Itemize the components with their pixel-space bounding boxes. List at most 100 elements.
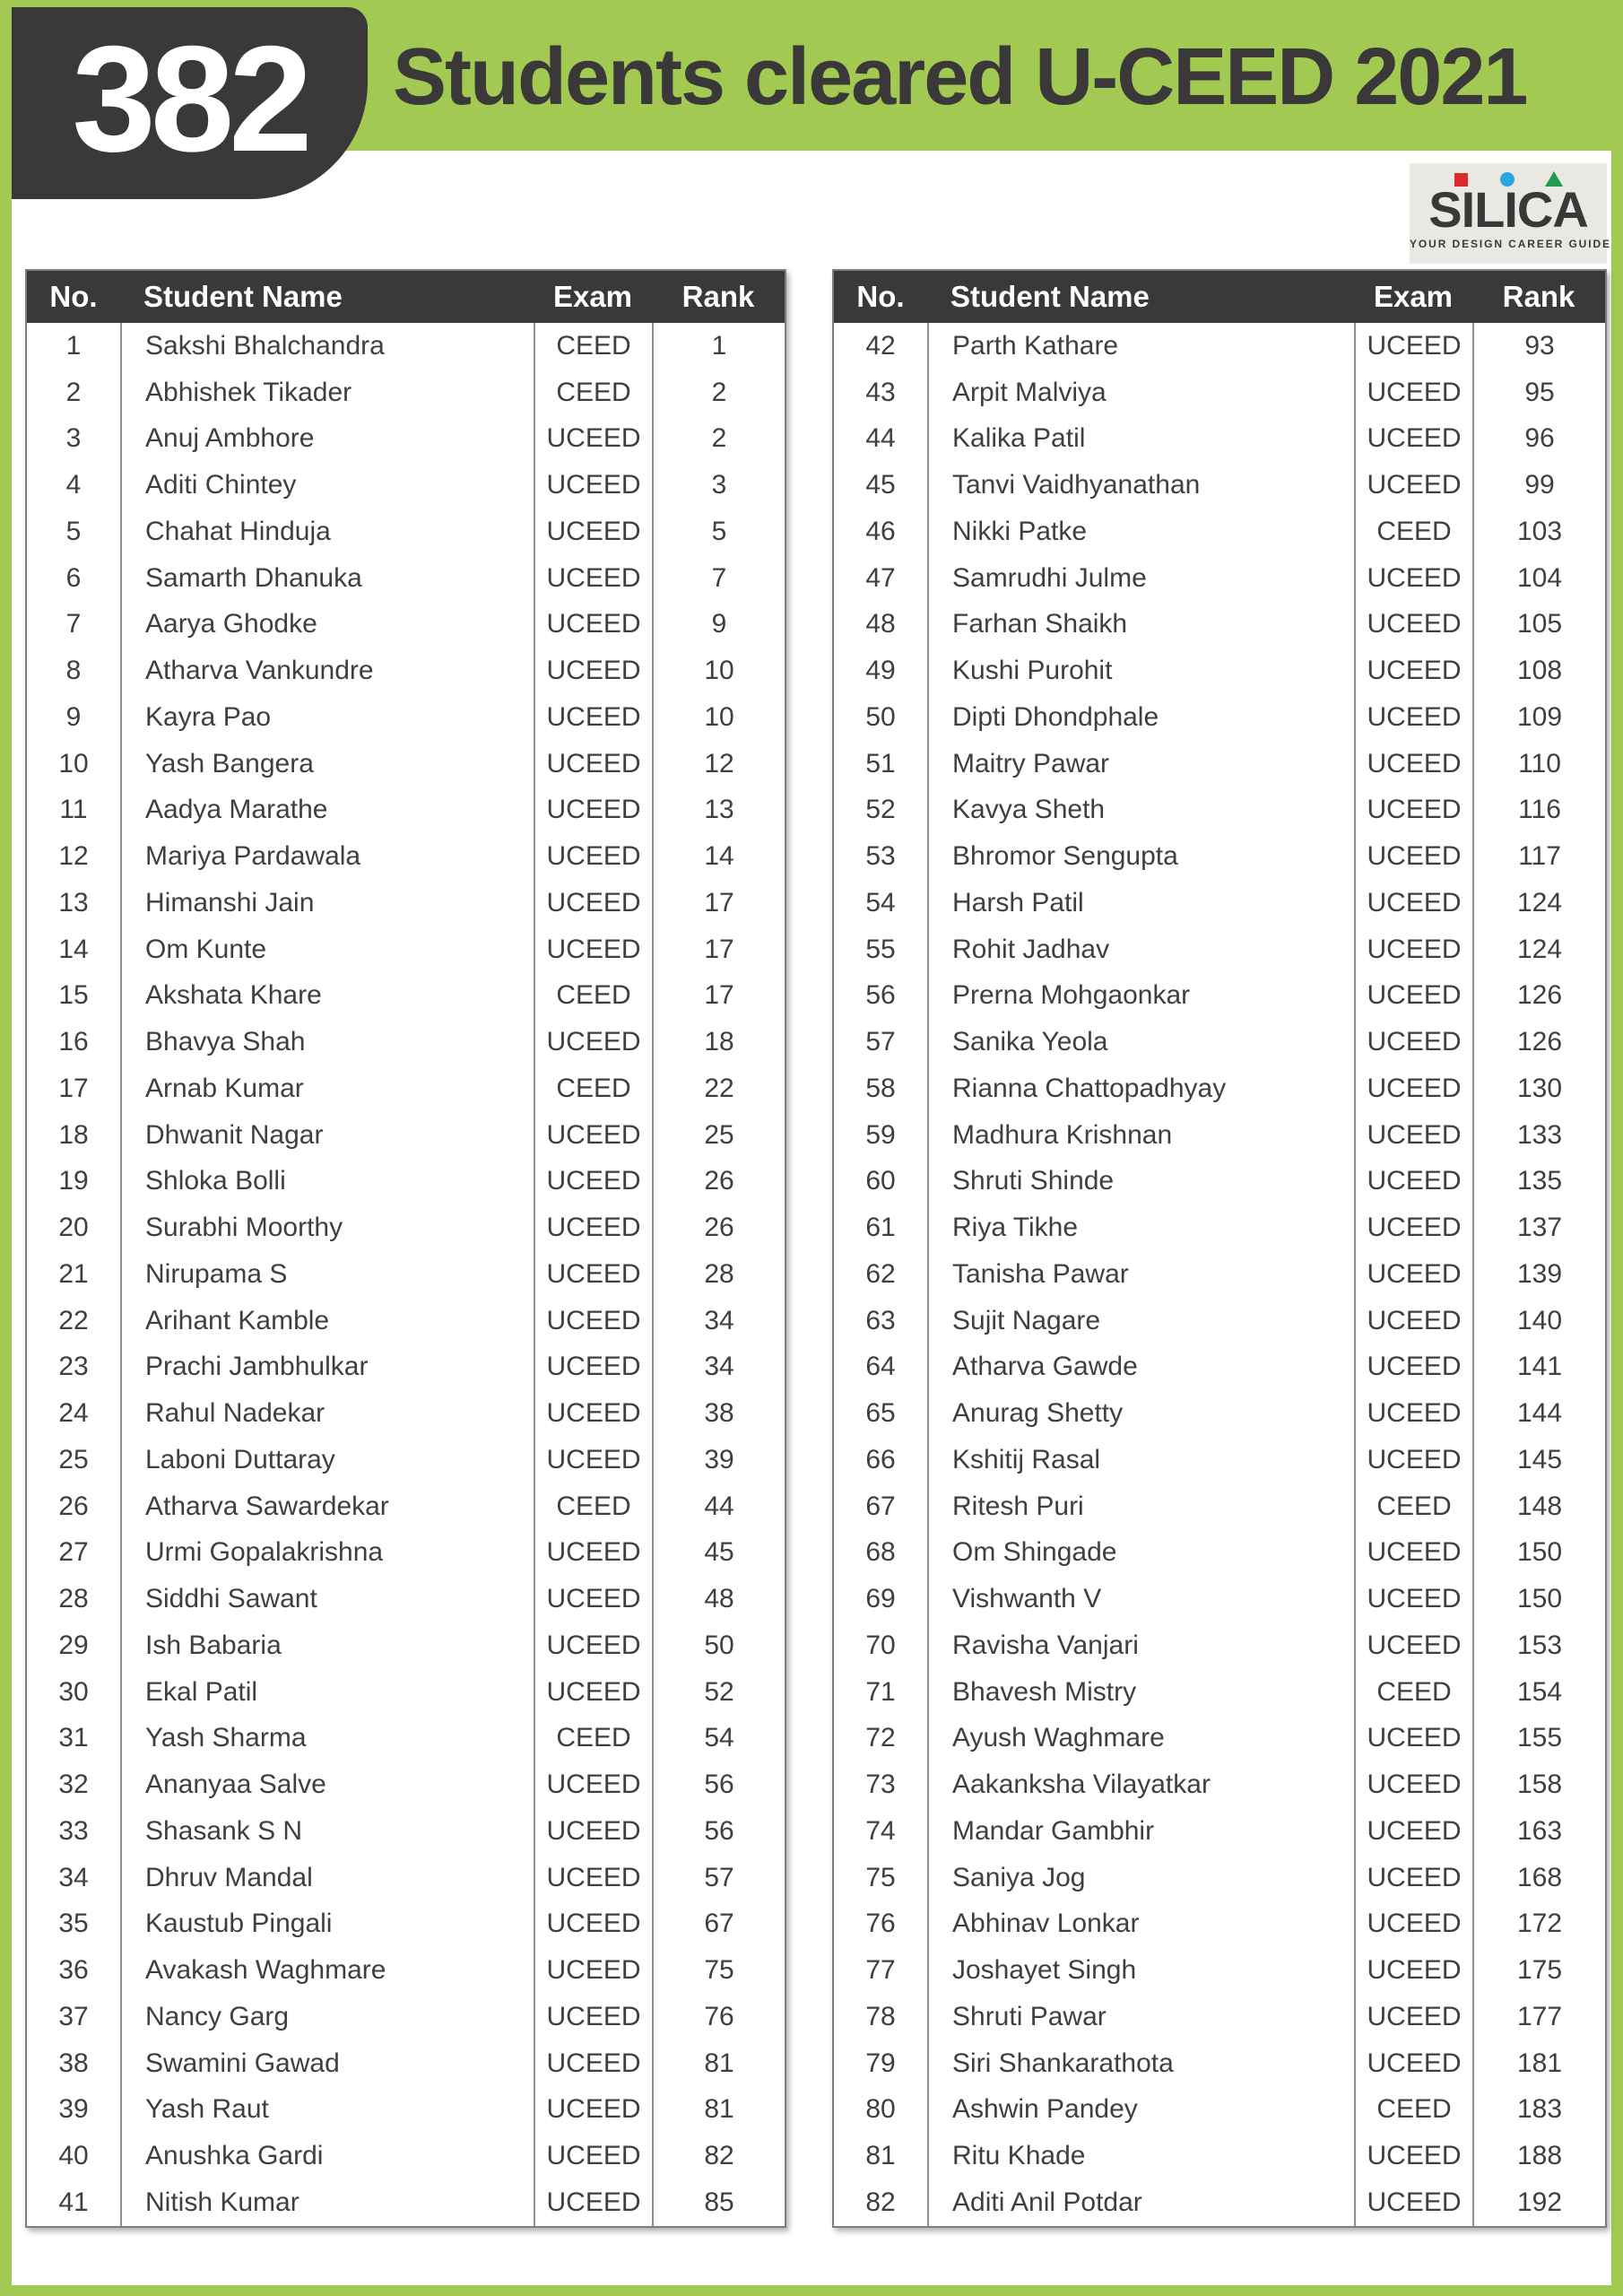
table-row: 1 Sakshi Bhalchandra CEED 1 [27,323,785,370]
exam-cell: UCEED [1354,2133,1472,2179]
student-name-cell: Abhishek Tikader [120,369,534,416]
exam-cell: UCEED [1354,462,1472,509]
rank-cell: 3 [652,462,785,509]
student-name-cell: Kushi Purohit [927,648,1354,694]
rank-cell: 139 [1472,1251,1605,1298]
row-no: 49 [865,656,896,686]
table-row: 65 Anurag Shetty UCEED 144 [834,1390,1605,1437]
rank-cell: 76 [652,1994,785,2040]
exam-cell: UCEED [534,1205,652,1251]
student-name-cell: Himanshi Jain [120,880,534,926]
rank-cell: 126 [1472,1019,1605,1065]
student-name-cell: Sujit Nagare [927,1297,1354,1344]
exam-cell: UCEED [1354,323,1472,370]
rank-cell: 104 [1472,554,1605,602]
student-name-cell: Aditi Anil Potdar [927,2179,1354,2226]
rank-cell: 14 [652,833,785,880]
table-row: 75 Saniya Jog UCEED 168 [834,1854,1605,1901]
row-no: 13 [58,887,89,918]
row-no: 19 [58,1166,89,1196]
table-row: 19 Shloka Bolli UCEED 26 [27,1158,785,1205]
exam-cell: UCEED [1354,694,1472,741]
row-no: 81 [865,2141,896,2171]
table-row: 9 Kayra Pao UCEED 10 [27,694,785,741]
student-name-cell: Om Shingade [927,1529,1354,1577]
student-name-cell: Om Kunte [120,926,534,973]
col-header-name: Student Name [950,280,1150,313]
row-no: 8 [65,656,82,686]
row-no: 78 [865,2001,896,2031]
exam-cell: UCEED [1354,1019,1472,1065]
table-row: 80 Ashwin Pandey CEED 183 [834,2086,1605,2134]
row-no: 73 [865,1770,896,1800]
row-no: 76 [865,1909,896,1939]
row-no: 2 [65,377,82,407]
student-name-cell: Mariya Pardawala [120,833,534,880]
student-name-cell: Kayra Pao [120,694,534,741]
exam-cell: UCEED [534,1994,652,2040]
table-row: 17 Arnab Kumar CEED 22 [27,1065,785,1112]
row-no: 23 [58,1352,89,1382]
exam-cell: UCEED [534,787,652,834]
table-row: 31 Yash Sharma CEED 54 [27,1715,785,1762]
row-no: 28 [58,1584,89,1614]
rank-cell: 13 [652,787,785,834]
rank-cell: 57 [652,1854,785,1901]
student-name-cell: Aakanksha Vilayatkar [927,1761,1354,1808]
student-name-cell: Anushka Gardi [120,2133,534,2179]
col-header-exam: Exam [552,280,633,313]
row-no: 72 [865,1723,896,1753]
table-row: 53 Bhromor Sengupta UCEED 117 [834,833,1605,880]
student-name-cell: Riya Tikhe [927,1205,1354,1251]
exam-cell: UCEED [534,601,652,648]
rank-cell: 54 [652,1715,785,1762]
table-row: 13 Himanshi Jain UCEED 17 [27,880,785,926]
student-name-cell: Dhruv Mandal [120,1854,534,1901]
row-no: 5 [65,516,82,546]
rank-cell: 5 [652,509,785,555]
row-no: 36 [58,1955,89,1986]
student-name-cell: Bhavesh Mistry [927,1668,1354,1716]
rank-cell: 56 [652,1808,785,1855]
exam-cell: UCEED [1354,926,1472,973]
student-name-cell: Aditi Chintey [120,462,534,509]
exam-cell: CEED [534,1065,652,1112]
exam-cell: CEED [534,1715,652,1762]
student-name-cell: Rahul Nadekar [120,1390,534,1437]
rank-cell: 9 [652,601,785,648]
row-no: 18 [58,1119,89,1150]
student-name-cell: Harsh Patil [927,880,1354,926]
table-row: 11 Aadya Marathe UCEED 13 [27,787,785,834]
exam-cell: UCEED [1354,1761,1472,1808]
student-name-cell: Tanisha Pawar [927,1251,1354,1298]
student-name-cell: Atharva Sawardekar [120,1483,534,1530]
table-row: 36 Avakash Waghmare UCEED 75 [27,1947,785,1994]
rank-cell: 26 [652,1205,785,1251]
green-frame-right [1611,0,1623,2296]
student-count-box: 382 [12,7,368,199]
exam-cell: UCEED [534,1947,652,1994]
row-no: 29 [58,1630,89,1660]
student-name-cell: Shruti Shinde [927,1158,1354,1205]
row-no: 37 [58,2001,89,2031]
student-name-cell: Ashwin Pandey [927,2086,1354,2134]
row-no: 27 [58,1537,89,1568]
row-no: 56 [865,980,896,1011]
row-no: 71 [865,1676,896,1707]
row-no: 6 [65,562,82,593]
table-row: 61 Riya Tikhe UCEED 137 [834,1205,1605,1251]
table-header: No. Student Name Exam Rank [834,271,1605,323]
col-header-rank: Rank [1502,280,1575,313]
student-name-cell: Saniya Jog [927,1854,1354,1901]
exam-cell: UCEED [1354,740,1472,787]
row-no: 53 [865,841,896,872]
rank-cell: 34 [652,1344,785,1391]
table-row: 8 Atharva Vankundre UCEED 10 [27,648,785,694]
row-no: 74 [865,1815,896,1846]
student-name-cell: Aadya Marathe [120,787,534,834]
student-name-cell: Surabhi Moorthy [120,1205,534,1251]
student-count: 382 [72,13,312,183]
row-no: 41 [58,2187,89,2217]
rank-cell: 17 [652,880,785,926]
table-row: 42 Parth Kathare UCEED 93 [834,323,1605,370]
